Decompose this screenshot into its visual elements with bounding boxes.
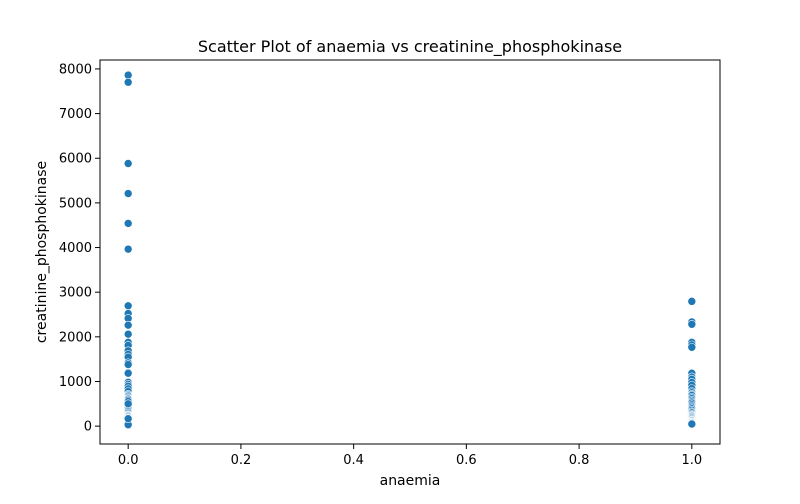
chart-title: Scatter Plot of anaemia vs creatinine_ph… xyxy=(198,37,622,57)
y-tick-label: 0 xyxy=(84,420,92,435)
y-tick-label: 1000 xyxy=(59,375,92,390)
x-tick-label: 0.8 xyxy=(569,453,590,468)
data-point xyxy=(123,368,133,378)
data-point xyxy=(123,77,133,87)
data-point xyxy=(123,414,133,424)
plot-frame xyxy=(99,59,721,445)
x-tick-label: 0.0 xyxy=(118,453,139,468)
y-axis-ticks: 0 1000 2000 3000 4000 5000 6000 7000 8000 xyxy=(59,62,100,435)
x-axis-label: anaemia xyxy=(380,473,441,489)
data-point xyxy=(687,342,697,352)
y-axis-label: creatinine_phosphokinase xyxy=(34,161,50,343)
y-tick-label: 6000 xyxy=(59,152,92,167)
y-tick-label: 8000 xyxy=(59,62,92,77)
x-tick-label: 0.4 xyxy=(343,453,364,468)
data-point xyxy=(123,360,133,369)
x-tick-label: 0.2 xyxy=(231,453,252,468)
data-point xyxy=(123,399,133,409)
data-point xyxy=(123,159,133,168)
points-layer xyxy=(123,70,697,430)
x-tick-label: 1.0 xyxy=(681,453,702,468)
data-point xyxy=(123,329,133,339)
data-point xyxy=(687,319,697,329)
y-tick-label: 7000 xyxy=(59,107,92,122)
data-point xyxy=(123,301,133,311)
y-tick-label: 5000 xyxy=(59,196,92,211)
data-point xyxy=(123,189,133,198)
data-point xyxy=(123,320,133,330)
data-point xyxy=(123,219,133,228)
y-tick-label: 2000 xyxy=(59,330,92,345)
x-tick-label: 0.6 xyxy=(456,453,477,468)
data-point xyxy=(123,244,133,254)
data-point xyxy=(687,419,697,429)
x-axis-ticks: 0.0 0.2 0.4 0.6 0.8 1.0 xyxy=(118,444,702,468)
y-tick-label: 3000 xyxy=(59,286,92,301)
data-point xyxy=(687,297,697,306)
y-tick-label: 4000 xyxy=(59,241,92,256)
